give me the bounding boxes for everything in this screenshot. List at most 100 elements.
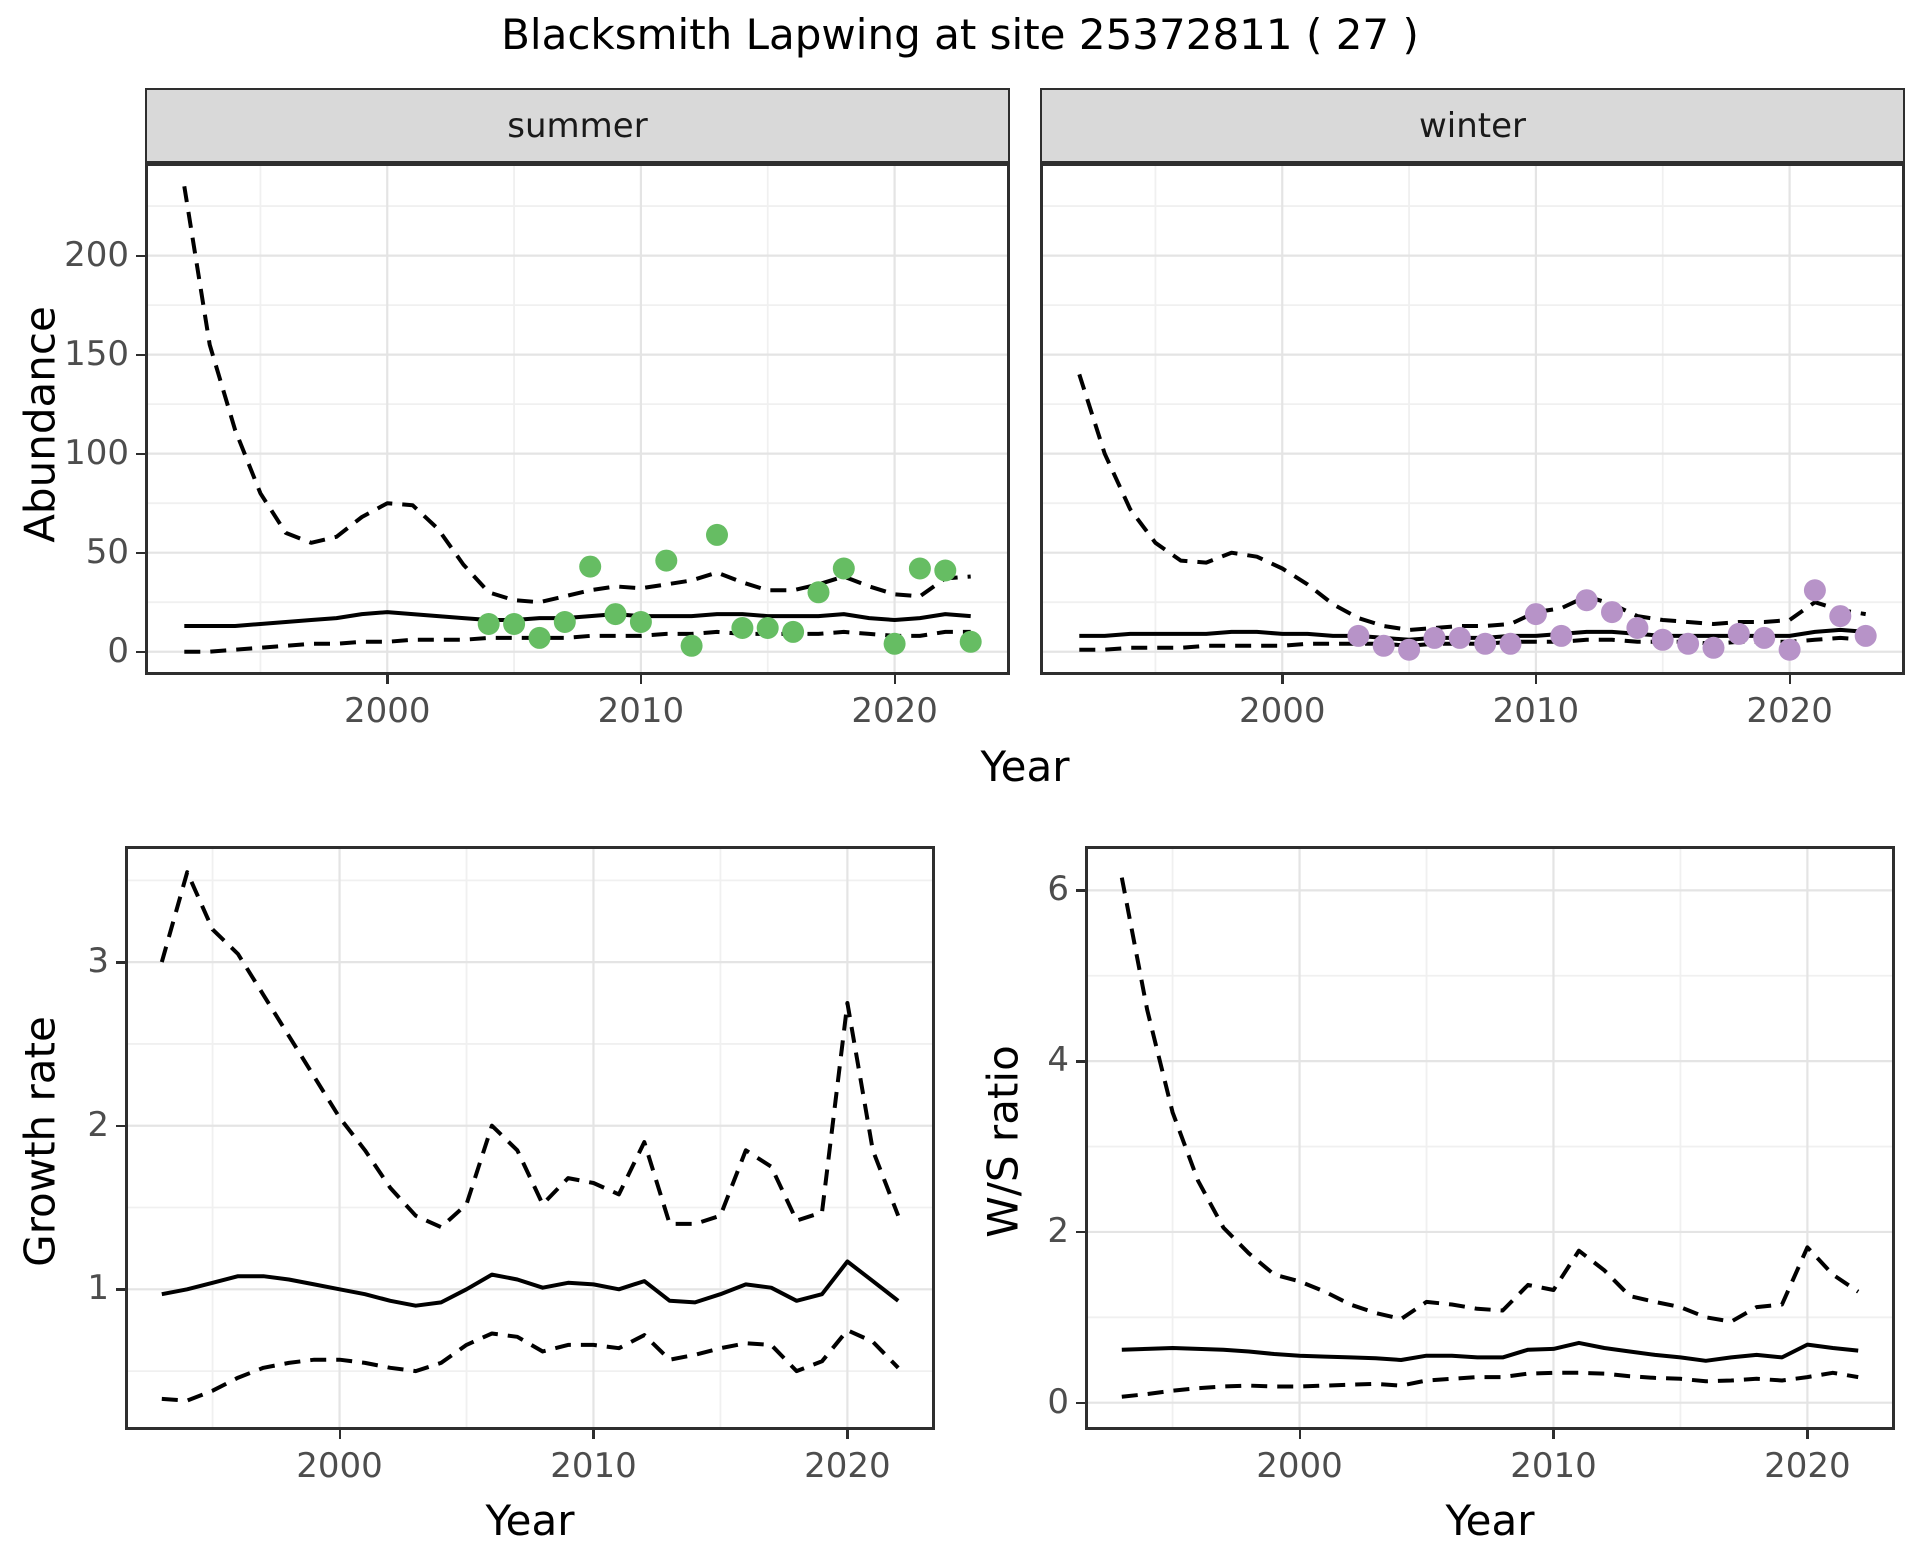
panel-abundance-summer xyxy=(145,163,1010,675)
x-tick-mark xyxy=(592,1430,595,1439)
data-point-winter-observations xyxy=(1347,624,1370,647)
y-tick-mark xyxy=(1076,889,1085,892)
x-axis-title-top: Year xyxy=(980,742,1070,791)
panel-border xyxy=(125,846,935,1430)
data-point-winter-observations xyxy=(1677,632,1700,655)
median-line xyxy=(1121,1340,1859,1363)
data-point-summer-observations xyxy=(782,620,805,643)
y-tick-label: 2 xyxy=(1047,1210,1069,1251)
x-tick-mark xyxy=(338,1430,342,1439)
lower-ci-line xyxy=(161,1328,900,1403)
y-tick-label: 3 xyxy=(87,941,109,982)
y-tick-label: 100 xyxy=(64,432,129,473)
y-tick-mark xyxy=(116,961,125,964)
facet-strip-summer: summer xyxy=(145,88,1010,163)
facet-strip-winter: winter xyxy=(1040,88,1905,163)
y-tick-label: 0 xyxy=(107,630,129,671)
lower-ci-line xyxy=(1121,1370,1859,1399)
data-point-winter-observations xyxy=(1423,626,1446,649)
x-tick-mark xyxy=(1788,675,1792,684)
median-line xyxy=(184,610,971,628)
data-point-winter-observations xyxy=(1651,628,1674,651)
data-point-winter-observations xyxy=(1448,626,1471,649)
upper-ci-line xyxy=(182,185,971,605)
facet-label-summer: summer xyxy=(507,105,648,146)
panel-abundance-winter xyxy=(1040,163,1905,675)
data-point-summer-observations xyxy=(756,617,779,639)
data-point-winter-observations xyxy=(1829,605,1852,628)
y-tick-label: 0 xyxy=(1047,1381,1069,1422)
x-tick-label: 2010 xyxy=(550,1446,637,1486)
y-tick-mark xyxy=(136,353,145,357)
panel-border xyxy=(145,163,1010,675)
x-tick-mark xyxy=(639,675,643,684)
data-point-winter-observations xyxy=(1398,638,1421,661)
x-tick-label: 2010 xyxy=(1510,1446,1597,1486)
x-tick-label: 2000 xyxy=(296,1446,383,1486)
data-point-winter-observations xyxy=(1524,603,1547,626)
data-point-winter-observations xyxy=(1854,624,1877,647)
data-point-summer-observations xyxy=(832,557,855,580)
data-point-winter-observations xyxy=(1550,624,1573,647)
data-point-winter-observations xyxy=(1474,632,1497,655)
panel-border xyxy=(1040,163,1905,675)
y-tick-mark xyxy=(1076,1060,1085,1063)
x-tick-label: 2000 xyxy=(1256,1446,1343,1486)
y-tick-mark xyxy=(116,1288,125,1291)
y-tick-label: 4 xyxy=(1047,1040,1069,1081)
panel-border xyxy=(1085,846,1895,1430)
x-tick-mark xyxy=(1534,675,1538,684)
data-point-summer-observations xyxy=(655,549,678,572)
x-tick-mark xyxy=(846,1430,849,1439)
x-tick-mark xyxy=(1552,1430,1555,1439)
y-tick-label: 6 xyxy=(1047,869,1069,910)
data-point-winter-observations xyxy=(1601,601,1623,624)
y-tick-mark xyxy=(1076,1230,1085,1234)
x-tick-label: 2020 xyxy=(1764,1446,1851,1486)
data-point-summer-observations xyxy=(959,630,982,653)
data-point-summer-observations xyxy=(731,617,754,639)
panel-ws-ratio xyxy=(1085,846,1895,1430)
data-point-summer-observations xyxy=(477,613,500,635)
y-tick-mark xyxy=(136,254,145,258)
upper-ci-line xyxy=(1119,877,1860,1324)
y-tick-label: 2 xyxy=(87,1104,109,1145)
data-point-winter-observations xyxy=(1372,634,1395,657)
data-point-winter-observations xyxy=(1499,632,1522,655)
x-tick-mark xyxy=(1281,675,1284,684)
upper-ci-line xyxy=(1077,373,1867,632)
plot-title: Blacksmith Lapwing at site 25372811 ( 27… xyxy=(501,10,1419,59)
x-tick-mark xyxy=(1298,1430,1302,1439)
y-tick-label: 200 xyxy=(64,234,129,275)
y-tick-mark xyxy=(1076,1401,1085,1405)
lower-ci-line xyxy=(184,629,971,654)
data-point-summer-observations xyxy=(604,603,627,626)
panel-growth-rate xyxy=(125,846,935,1430)
data-point-winter-observations xyxy=(1803,579,1826,602)
y-tick-mark xyxy=(136,551,145,555)
data-point-summer-observations xyxy=(807,581,830,604)
data-point-summer-observations xyxy=(883,632,906,655)
upper-ci-line xyxy=(159,870,901,1230)
median-line xyxy=(161,1259,900,1308)
x-tick-label: 2020 xyxy=(851,691,938,731)
x-tick-label: 2000 xyxy=(1238,691,1326,731)
y-tick-label: 150 xyxy=(64,333,129,374)
x-tick-mark xyxy=(893,675,897,684)
data-point-winter-observations xyxy=(1753,626,1776,649)
x-axis-title-bottom-left: Year xyxy=(485,1496,575,1545)
data-point-summer-observations xyxy=(629,611,652,633)
y-tick-label: 50 xyxy=(85,531,129,572)
x-tick-label: 2020 xyxy=(804,1446,891,1486)
data-point-summer-observations xyxy=(579,555,602,578)
x-tick-label: 2010 xyxy=(1492,691,1580,731)
x-tick-mark xyxy=(386,675,389,684)
y-tick-mark xyxy=(136,452,145,456)
facet-label-winter: winter xyxy=(1418,105,1527,146)
data-point-winter-observations xyxy=(1702,636,1725,659)
y-tick-mark xyxy=(116,1124,125,1128)
x-tick-label: 2020 xyxy=(1746,691,1833,731)
data-point-winter-observations xyxy=(1727,622,1750,645)
data-point-winter-observations xyxy=(1778,638,1801,661)
